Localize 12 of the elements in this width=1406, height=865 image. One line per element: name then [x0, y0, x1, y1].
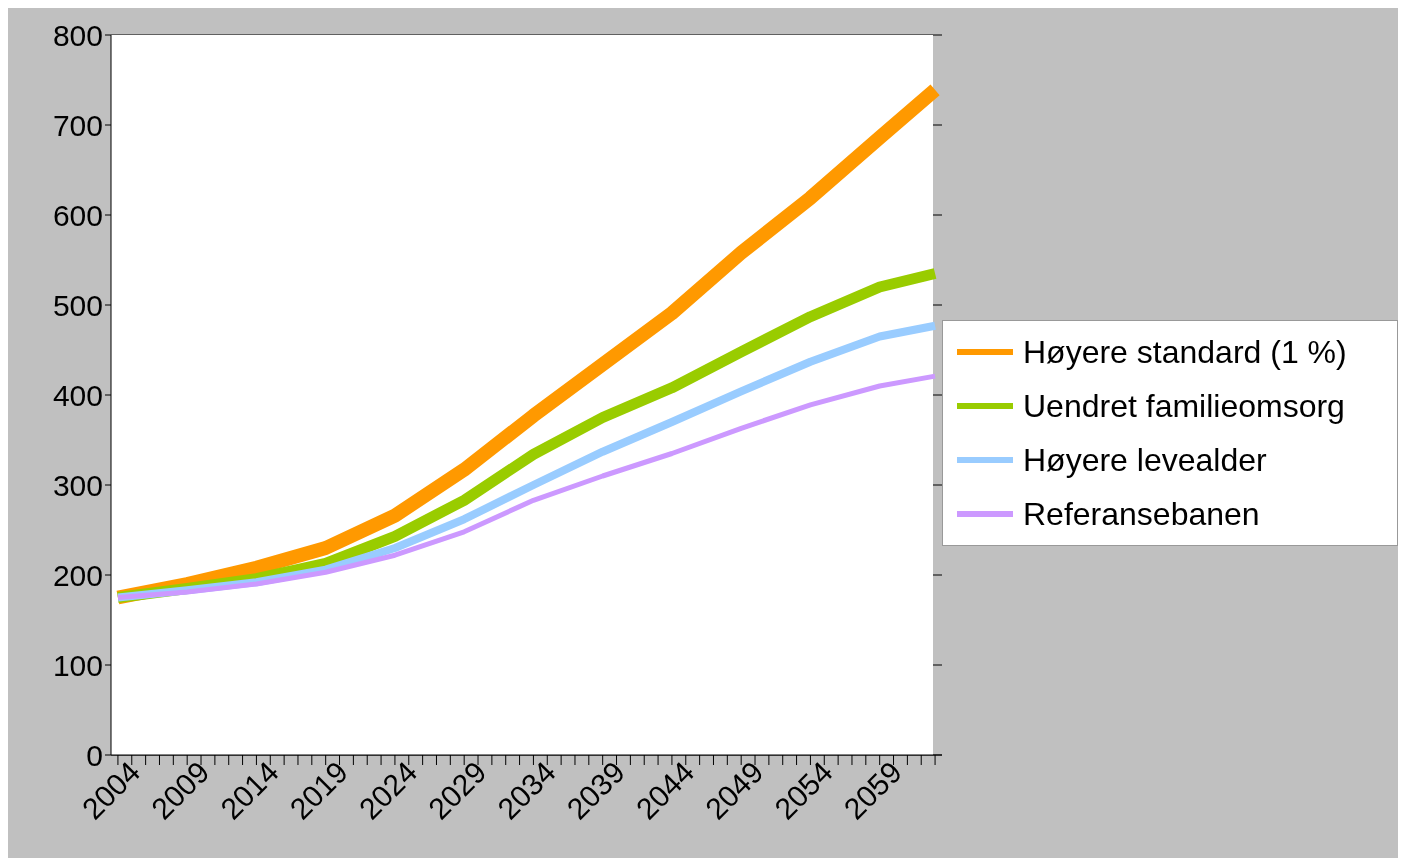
- y-tick-label: 100: [52, 648, 103, 682]
- legend-label: Uendret familieomsorg: [1023, 387, 1345, 426]
- legend-label: Referansebanen: [1023, 495, 1260, 534]
- y-tick-label: 300: [52, 468, 103, 502]
- y-tick-label: 700: [52, 108, 103, 142]
- legend-label: Høyere levealder: [1023, 441, 1267, 480]
- y-tick-label: 400: [52, 378, 103, 412]
- y-tick-label: 600: [52, 198, 103, 232]
- y-tick-label: 200: [52, 558, 103, 592]
- legend-label: Høyere standard (1 %): [1023, 333, 1347, 372]
- y-tick-label: 500: [52, 288, 103, 322]
- y-tick-label: 800: [52, 18, 103, 52]
